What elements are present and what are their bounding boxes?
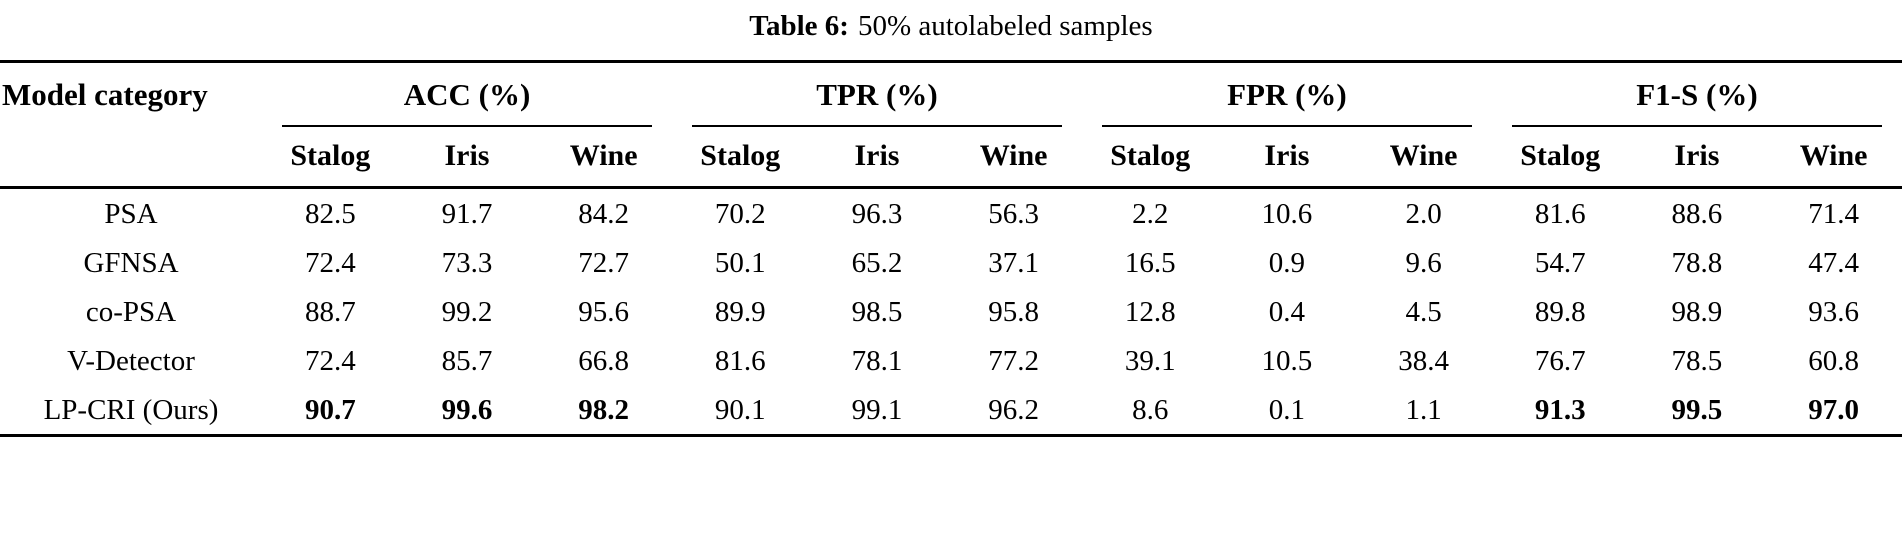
table-caption-label: Table 6:: [749, 10, 849, 42]
value-cell: 91.3: [1534, 393, 1586, 426]
group-header-fpr-label: FPR (%): [1101, 77, 1472, 127]
value-cell: 0.9: [1268, 246, 1306, 279]
value-cell: 98.5: [851, 295, 903, 328]
value-cell: 98.9: [1671, 295, 1723, 328]
value-cell: 96.3: [851, 197, 903, 230]
model-name: LP-CRI (Ours): [43, 393, 219, 426]
value-cell: 39.1: [1124, 344, 1176, 377]
value-cell: 2.2: [1132, 197, 1169, 230]
table-body: PSA 82.5 91.7 84.2 70.2 96.3 56.3 2.2 10.6 2.0 81.…: [0, 188, 1902, 436]
value-cell: 2.0: [1405, 197, 1442, 230]
table-row: V-Detector 72.4 85.7 66.8 81.6 78.1 77.2 39.1 10…: [0, 336, 1902, 385]
value-cell: 88.6: [1671, 197, 1723, 230]
value-cell: 85.7: [441, 344, 493, 377]
value-cell: 89.8: [1534, 295, 1586, 328]
table-row: GFNSA 72.4 73.3 72.7 50.1 65.2 37.1 16.5 0.9 9.6 5…: [0, 238, 1902, 287]
value-cell: 78.8: [1671, 246, 1723, 279]
value-cell: 81.6: [714, 344, 766, 377]
value-cell: 10.6: [1261, 197, 1313, 230]
subcolumn-header-tpr-stalog: Stalog: [671, 127, 809, 189]
paper-table-figure: Table 6: 50% autolabeled samples Model ca…: [0, 9, 1902, 437]
model-name: co-PSA: [85, 295, 177, 328]
subcolumn-header-fpr-iris: Iris: [1218, 127, 1356, 189]
value-cell: 54.7: [1534, 246, 1586, 279]
value-cell: 76.7: [1534, 344, 1586, 377]
value-cell: 95.6: [578, 295, 630, 328]
value-cell: 90.7: [304, 393, 356, 426]
subcolumn-header-fpr-stalog: Stalog: [1081, 127, 1219, 189]
table-caption-text: 50% autolabeled samples: [857, 10, 1153, 42]
subcolumn-header-f1-s-iris: Iris: [1628, 127, 1766, 189]
group-header-f1s: F1-S (%): [1492, 62, 1902, 127]
group-header-row: Model category ACC (%) TPR (%) FPR (%) F…: [0, 61, 1902, 189]
group-header-acc-label: ACC (%): [282, 77, 652, 127]
value-cell: 1.1: [1405, 393, 1442, 426]
value-cell: 70.2: [714, 197, 766, 230]
model-name: V-Detector: [67, 344, 195, 377]
value-cell: 78.1: [851, 344, 903, 377]
value-cell: 99.5: [1671, 393, 1723, 426]
value-cell: 81.6: [1534, 197, 1586, 230]
value-cell: 50.1: [714, 246, 766, 279]
subcolumn-header-tpr-iris: Iris: [808, 127, 946, 189]
value-cell: 0.4: [1268, 295, 1306, 328]
value-cell: 95.8: [988, 295, 1039, 328]
value-cell: 60.8: [1808, 344, 1859, 377]
subcolumn-header-fpr-wine: Wine: [1355, 127, 1492, 189]
value-cell: 0.1: [1268, 393, 1306, 426]
group-header-tpr: TPR (%): [672, 62, 1082, 127]
value-cell: 71.4: [1808, 197, 1859, 230]
subcolumn-header-tpr-wine: Wine: [945, 127, 1082, 189]
model-name: GFNSA: [83, 246, 179, 279]
value-cell: 89.9: [714, 295, 766, 328]
table-row: co-PSA 88.7 99.2 95.6 89.9 98.5 95.8 12.8 0.4 4.5…: [0, 287, 1902, 336]
value-cell: 72.7: [578, 246, 630, 279]
subcolumn-header-f1-s-stalog: Stalog: [1491, 127, 1629, 189]
value-cell: 84.2: [578, 197, 630, 230]
value-cell: 98.2: [578, 393, 630, 426]
subcolumn-header-acc-stalog: Stalog: [262, 127, 399, 189]
table-caption: Table 6: 50% autolabeled samples: [0, 9, 1902, 44]
results-table: Model category ACC (%) TPR (%) FPR (%) F…: [0, 60, 1902, 437]
value-cell: 73.3: [441, 246, 493, 279]
table-row: PSA 82.5 91.7 84.2 70.2 96.3 56.3 2.2 10.6 2.0 81.…: [0, 188, 1902, 239]
group-header-acc: ACC (%): [262, 62, 672, 127]
value-cell: 90.1: [714, 393, 766, 426]
value-cell: 77.2: [988, 344, 1039, 377]
value-cell: 16.5: [1124, 246, 1176, 279]
value-cell: 93.6: [1808, 295, 1859, 328]
table-row: LP-CRI (Ours) 90.7 99.6 98.2 90.1 99.1 96.2 8.6…: [0, 385, 1902, 436]
value-cell: 37.1: [988, 246, 1039, 279]
value-cell: 99.1: [851, 393, 903, 426]
group-header-f1s-label: F1-S (%): [1511, 77, 1882, 127]
value-cell: 47.4: [1808, 246, 1859, 279]
value-cell: 12.8: [1124, 295, 1176, 328]
value-cell: 66.8: [578, 344, 630, 377]
value-cell: 99.2: [441, 295, 493, 328]
value-cell: 4.5: [1405, 295, 1442, 328]
value-cell: 8.6: [1132, 393, 1169, 426]
group-header-fpr: FPR (%): [1082, 62, 1492, 127]
subheader-row: Stalog Iris Wine Stalog Iris Wine Stalog Iris Wi…: [0, 127, 1902, 189]
model-category-header: Model category: [0, 61, 262, 189]
value-cell: 72.4: [304, 344, 356, 377]
value-cell: 10.5: [1261, 344, 1313, 377]
value-cell: 97.0: [1808, 393, 1859, 426]
value-cell: 96.2: [988, 393, 1039, 426]
value-cell: 88.7: [304, 295, 356, 328]
value-cell: 72.4: [304, 246, 356, 279]
value-cell: 56.3: [988, 197, 1039, 230]
subcolumn-header-acc-wine: Wine: [535, 127, 672, 189]
value-cell: 78.5: [1671, 344, 1723, 377]
subcolumn-header-acc-iris: Iris: [398, 127, 536, 189]
value-cell: 9.6: [1405, 246, 1442, 279]
value-cell: 38.4: [1398, 344, 1449, 377]
group-header-tpr-label: TPR (%): [691, 77, 1062, 127]
value-cell: 99.6: [441, 393, 493, 426]
value-cell: 65.2: [851, 246, 903, 279]
value-cell: 91.7: [441, 197, 493, 230]
model-name: PSA: [104, 197, 158, 230]
subcolumn-header-f1-s-wine: Wine: [1765, 127, 1902, 189]
value-cell: 82.5: [304, 197, 356, 230]
